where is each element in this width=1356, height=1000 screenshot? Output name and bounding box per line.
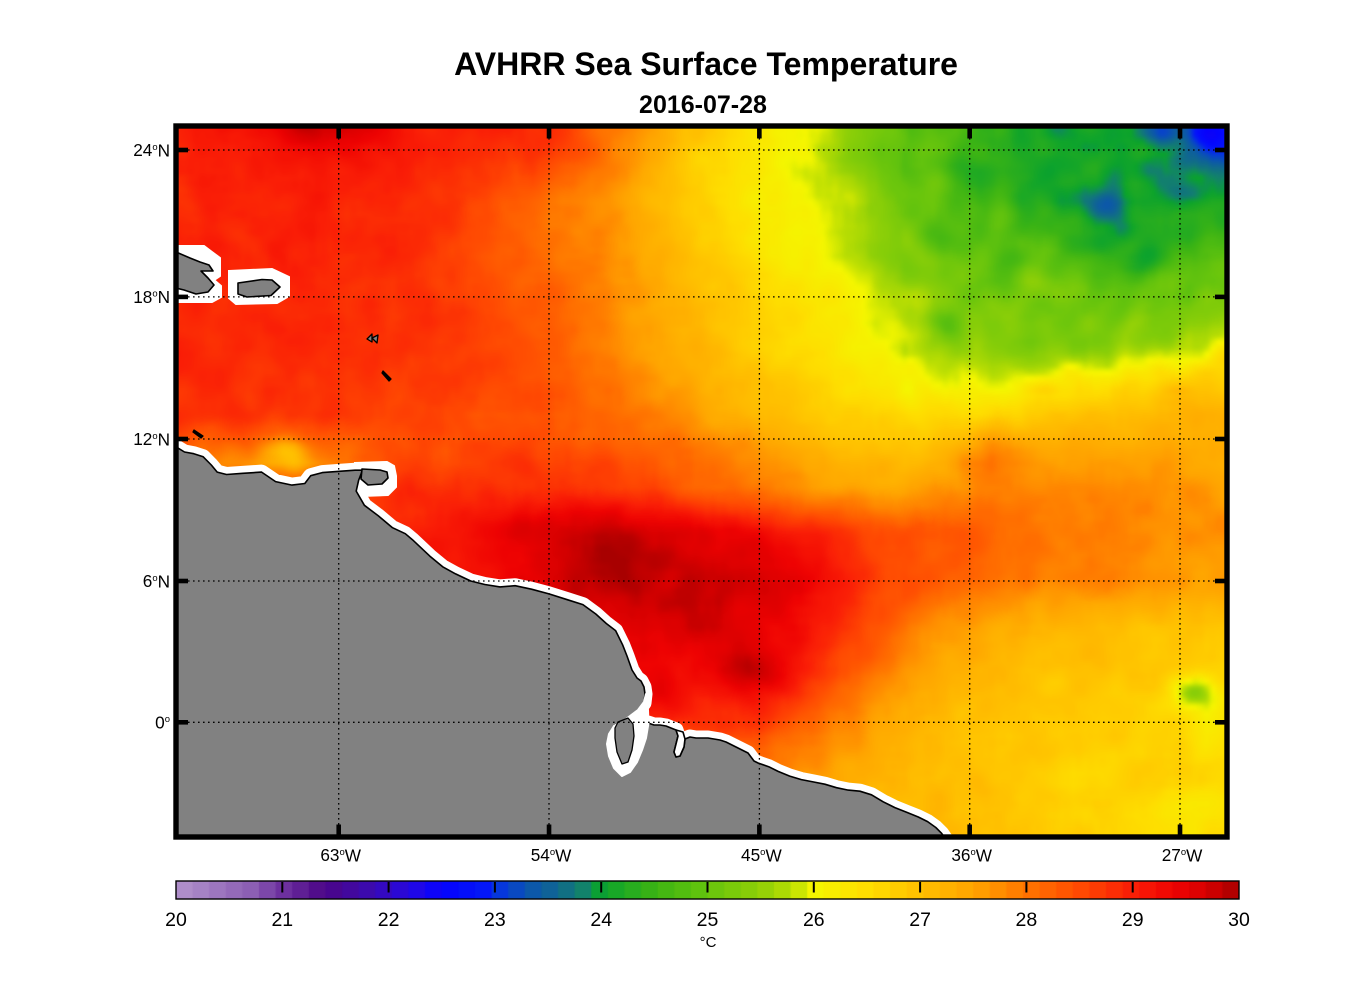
svg-text:63oW: 63oW	[320, 845, 361, 865]
svg-text:30: 30	[1228, 909, 1250, 931]
svg-text:24: 24	[590, 909, 612, 931]
svg-text:45oW: 45oW	[741, 845, 782, 865]
svg-text:21: 21	[271, 909, 293, 931]
svg-text:AVHRR Sea Surface Temperature: AVHRR Sea Surface Temperature	[454, 46, 958, 82]
svg-text:26: 26	[803, 909, 825, 931]
svg-text:28: 28	[1016, 909, 1038, 931]
svg-text:27oW: 27oW	[1162, 845, 1203, 865]
svg-text:18oN: 18oN	[133, 287, 170, 307]
svg-text:27: 27	[909, 909, 931, 931]
svg-text:23: 23	[484, 909, 506, 931]
svg-text:°C: °C	[700, 934, 717, 951]
svg-text:22: 22	[378, 909, 400, 931]
svg-text:12oN: 12oN	[133, 429, 170, 449]
svg-text:20: 20	[165, 909, 187, 931]
svg-text:29: 29	[1122, 909, 1144, 931]
svg-text:54oW: 54oW	[531, 845, 572, 865]
svg-text:24oN: 24oN	[133, 140, 170, 160]
svg-text:6oN: 6oN	[143, 571, 170, 591]
svg-text:25: 25	[697, 909, 719, 931]
svg-text:0o: 0o	[155, 712, 170, 732]
svg-text:36oW: 36oW	[951, 845, 992, 865]
svg-text:2016-07-28: 2016-07-28	[639, 91, 767, 119]
